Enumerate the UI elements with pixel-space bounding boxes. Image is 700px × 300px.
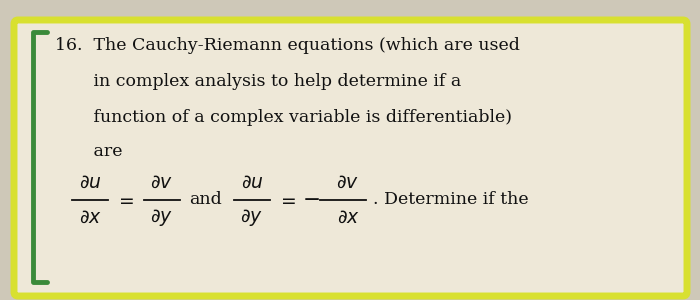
Text: in complex analysis to help determine if a: in complex analysis to help determine if…: [55, 74, 461, 91]
Text: $\partial u$: $\partial u$: [241, 174, 263, 192]
Text: $=$: $=$: [277, 190, 297, 209]
Text: $\partial v$: $\partial v$: [337, 174, 360, 192]
Text: $\partial x$: $\partial x$: [337, 209, 360, 227]
Text: $\partial y$: $\partial y$: [150, 208, 174, 229]
Text: . Determine if the: . Determine if the: [373, 191, 528, 208]
Text: $\partial v$: $\partial v$: [150, 174, 174, 192]
Text: $\partial y$: $\partial y$: [241, 208, 263, 229]
Text: $-$: $-$: [302, 188, 320, 208]
Text: function of a complex variable is differentiable): function of a complex variable is differ…: [55, 110, 512, 127]
Text: $\partial x$: $\partial x$: [78, 209, 102, 227]
Text: $=$: $=$: [116, 190, 134, 209]
Text: $\partial u$: $\partial u$: [78, 174, 102, 192]
FancyBboxPatch shape: [14, 20, 687, 296]
Text: are: are: [55, 143, 122, 161]
Text: 16.  The Cauchy-Riemann equations (which are used: 16. The Cauchy-Riemann equations (which …: [55, 37, 520, 53]
Text: and: and: [188, 191, 221, 208]
